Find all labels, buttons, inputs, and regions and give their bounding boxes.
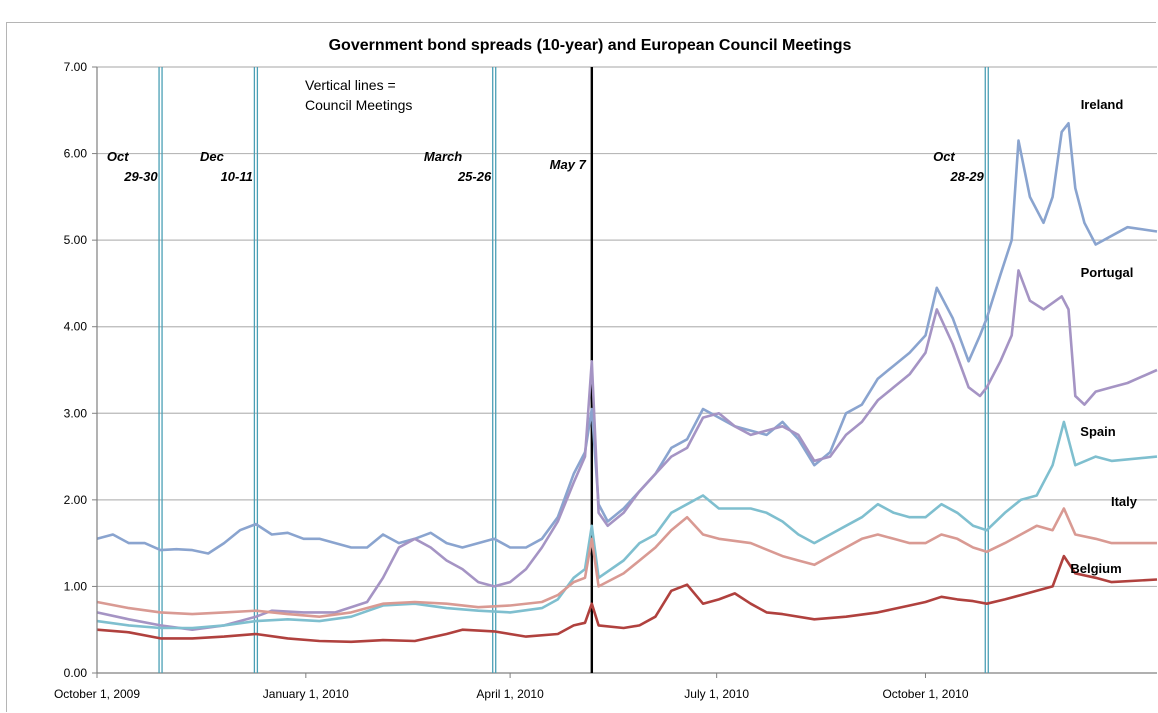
meeting-label: 25-26 <box>457 169 492 184</box>
meeting-label: Dec <box>200 149 225 164</box>
y-tick-label: 2.00 <box>64 493 88 507</box>
series-line-portugal <box>96 269 1158 632</box>
chart-frame <box>6 22 1156 712</box>
x-tick-label: October 1, 2009 <box>54 687 140 701</box>
y-tick-label: 4.00 <box>64 320 88 334</box>
x-tick-label: January 1, 2010 <box>263 687 349 701</box>
meeting-label: Oct <box>107 149 129 164</box>
note-line-2: Council Meetings <box>305 97 412 113</box>
y-tick-label: 3.00 <box>64 406 88 420</box>
series-line-belgium <box>96 554 1158 644</box>
y-tick-label: 1.00 <box>64 579 88 593</box>
meeting-label: March <box>424 149 462 164</box>
meeting-label: Oct <box>933 149 955 164</box>
series-line-ireland <box>96 122 1158 555</box>
meeting-label: 28-29 <box>950 169 985 184</box>
y-tick-label: 6.00 <box>64 147 88 161</box>
meeting-label: May 7 <box>550 157 587 172</box>
x-tick-label: July 1, 2010 <box>684 687 749 701</box>
meeting-label: 10-11 <box>221 169 253 184</box>
series-label-belgium: Belgium <box>1070 561 1121 576</box>
series-line-spain <box>96 420 1158 630</box>
series-label-ireland: Ireland <box>1081 97 1124 112</box>
note-line-1: Vertical lines = <box>305 77 396 93</box>
y-tick-label: 0.00 <box>64 666 88 680</box>
y-tick-label: 5.00 <box>64 233 88 247</box>
x-tick-label: October 1, 2010 <box>882 687 968 701</box>
x-tick-label: April 1, 2010 <box>476 687 544 701</box>
meeting-label: 29-30 <box>123 169 158 184</box>
series-label-spain: Spain <box>1080 424 1115 439</box>
series-label-italy: Italy <box>1111 494 1138 509</box>
chart-title: Government bond spreads (10-year) and Eu… <box>329 37 852 54</box>
series-line-italy <box>96 507 1157 619</box>
y-tick-label: 7.00 <box>64 60 88 74</box>
series-label-portugal: Portugal <box>1081 265 1134 280</box>
